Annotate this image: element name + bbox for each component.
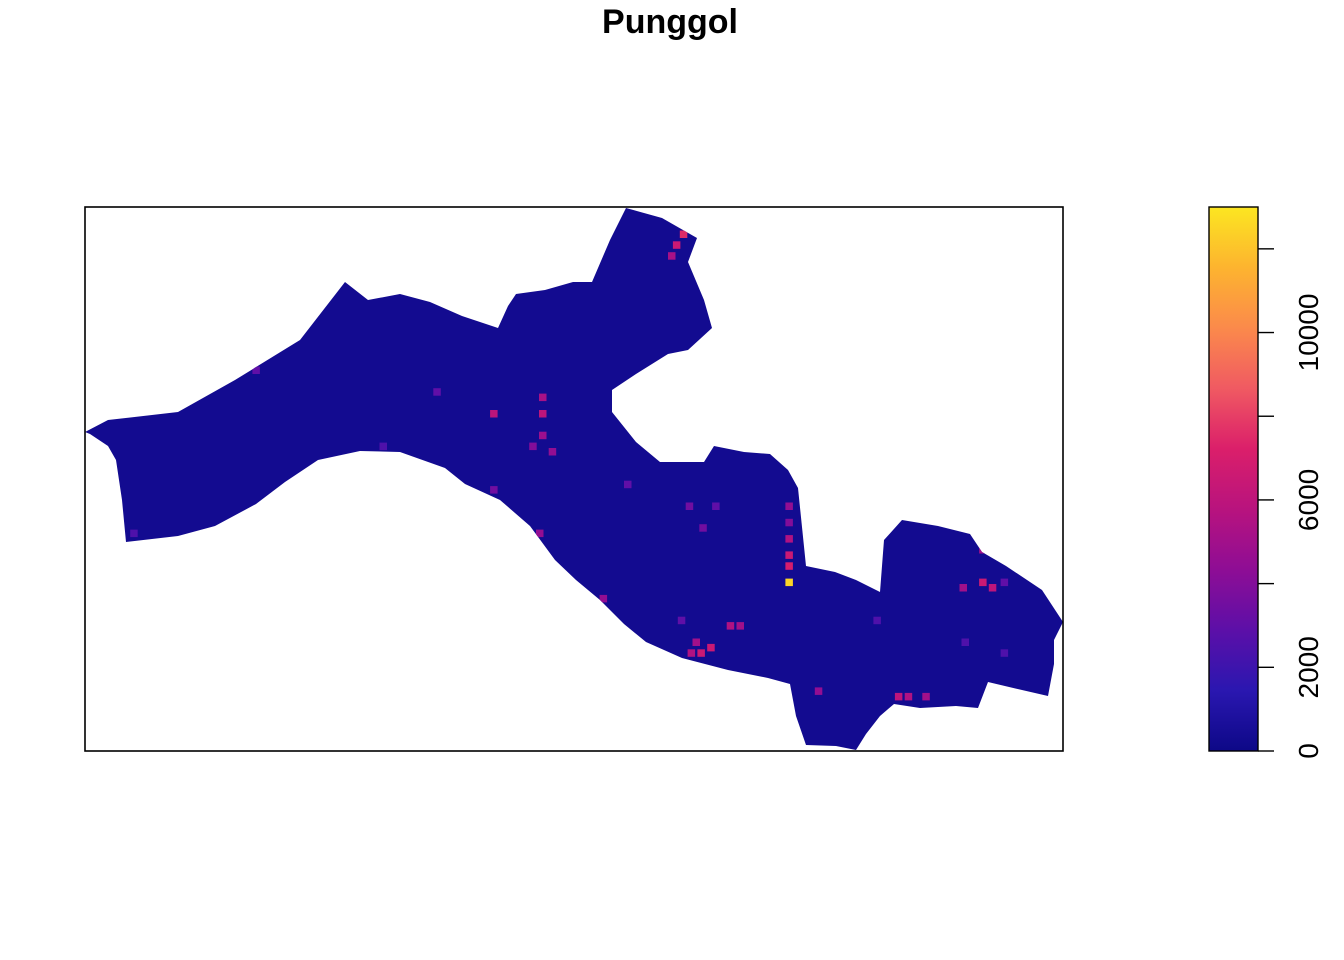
raster-cell [785, 578, 793, 587]
raster-cell [539, 431, 547, 440]
raster-cell [685, 502, 694, 510]
raster-cell [548, 448, 557, 456]
raster-cell [609, 627, 617, 636]
raster-cell [873, 616, 881, 625]
raster-cell [529, 442, 537, 451]
raster-base [85, 208, 1063, 750]
legend-tick-label: 6000 [1293, 469, 1324, 531]
raster-cell [979, 578, 987, 587]
raster-cell [536, 529, 544, 538]
raster-cell [677, 616, 686, 625]
raster-cell [785, 535, 793, 543]
raster-cell [961, 638, 969, 646]
raster-cell [736, 622, 744, 630]
raster-cell [697, 649, 705, 657]
raster-cell [1000, 649, 1009, 657]
raster-cell [539, 393, 547, 402]
density-raster [85, 208, 1063, 750]
raster-cell [785, 562, 793, 570]
raster-cell [785, 551, 793, 559]
raster-cell [599, 594, 608, 603]
legend-tick-label: 2000 [1293, 636, 1324, 698]
raster-cell [1000, 578, 1009, 587]
raster-cell [979, 546, 987, 554]
raster-cell [814, 687, 823, 695]
raster-cell [624, 480, 632, 489]
raster-cell [785, 518, 793, 527]
raster-cell [311, 295, 319, 304]
raster-cell [726, 622, 735, 630]
raster-cell [922, 692, 930, 701]
legend-tick-label: 0 [1293, 743, 1324, 759]
raster-cell [668, 252, 676, 260]
raster-cell [252, 366, 260, 374]
raster-cell [894, 692, 903, 701]
raster-cell [707, 643, 715, 652]
legend-color-bar [1208, 206, 1259, 752]
map-title: Punggol [602, 3, 738, 41]
raster-cell [490, 410, 498, 418]
raster-cell [687, 649, 696, 657]
raster-cell [379, 442, 387, 451]
raster-cell [904, 692, 913, 701]
raster-cell [712, 502, 720, 510]
raster-cell [959, 584, 967, 592]
raster-cell [672, 241, 681, 249]
raster-cell [433, 388, 441, 396]
raster-cell [539, 410, 547, 418]
raster-cell [785, 502, 793, 510]
raster-cell [692, 638, 700, 646]
raster-cell [699, 524, 707, 532]
raster-cell [1020, 556, 1028, 565]
raster-cell [988, 584, 997, 592]
legend-tick-label: 10000 [1293, 294, 1324, 372]
legend-ticks: 0 2000 6000 10000 [1258, 248, 1324, 759]
raster-cell [130, 529, 138, 538]
raster-cell [679, 230, 688, 238]
map-frame [84, 206, 1064, 752]
raster-cell [829, 464, 837, 472]
raster-cell [490, 486, 498, 494]
color-legend: 0 2000 6000 10000 [1208, 206, 1324, 759]
